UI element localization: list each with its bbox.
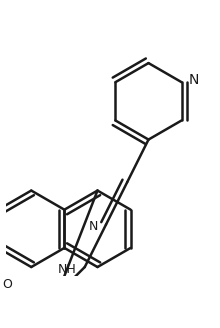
Text: N: N bbox=[89, 220, 99, 233]
Text: N: N bbox=[189, 73, 199, 87]
Text: NH: NH bbox=[57, 263, 76, 276]
Text: O: O bbox=[3, 277, 13, 291]
